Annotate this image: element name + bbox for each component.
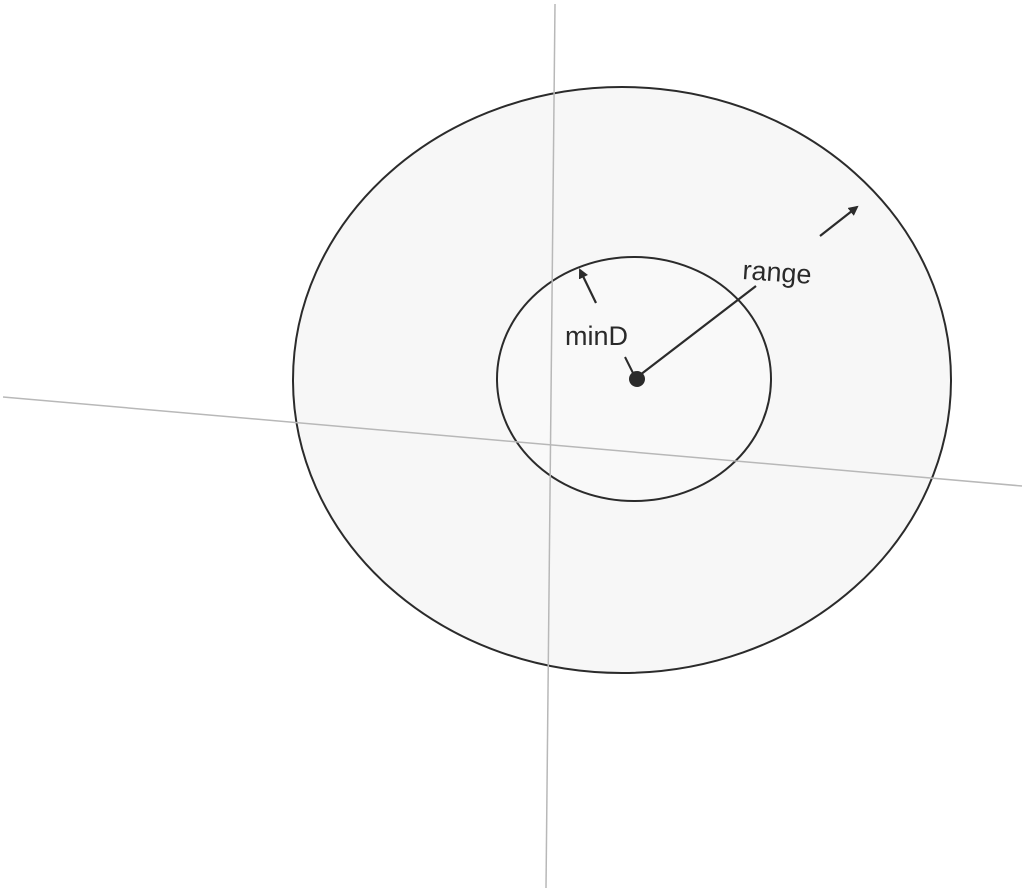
vertical-axis-line xyxy=(545,3,556,889)
min-distance-indicator-line xyxy=(624,356,634,374)
horizontal-axis-line xyxy=(2,396,1023,487)
range-arrow xyxy=(819,205,859,237)
min-distance-arrow xyxy=(578,268,597,304)
range-label: range xyxy=(742,255,813,290)
min-distance-label: minD xyxy=(565,321,628,351)
range-radius-line xyxy=(639,285,757,376)
